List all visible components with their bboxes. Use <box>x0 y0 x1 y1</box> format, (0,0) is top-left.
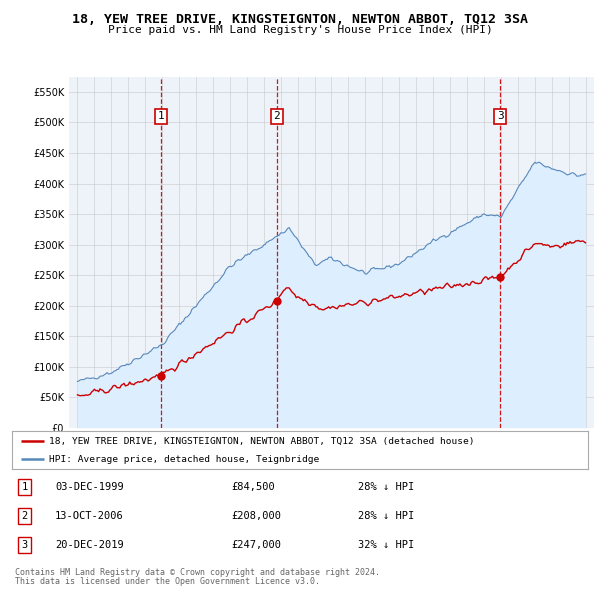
Text: 18, YEW TREE DRIVE, KINGSTEIGNTON, NEWTON ABBOT, TQ12 3SA: 18, YEW TREE DRIVE, KINGSTEIGNTON, NEWTO… <box>72 13 528 26</box>
Text: 2: 2 <box>22 511 28 521</box>
Text: 3: 3 <box>497 112 503 122</box>
Text: Contains HM Land Registry data © Crown copyright and database right 2024.: Contains HM Land Registry data © Crown c… <box>15 568 380 576</box>
Text: 1: 1 <box>22 481 28 491</box>
Text: 3: 3 <box>22 540 28 550</box>
Text: HPI: Average price, detached house, Teignbridge: HPI: Average price, detached house, Teig… <box>49 455 320 464</box>
Text: 28% ↓ HPI: 28% ↓ HPI <box>358 481 414 491</box>
Text: 03-DEC-1999: 03-DEC-1999 <box>55 481 124 491</box>
Text: 2: 2 <box>274 112 280 122</box>
Text: £247,000: £247,000 <box>231 540 281 550</box>
Text: 1: 1 <box>157 112 164 122</box>
Text: 13-OCT-2006: 13-OCT-2006 <box>55 511 124 521</box>
Text: £208,000: £208,000 <box>231 511 281 521</box>
Text: This data is licensed under the Open Government Licence v3.0.: This data is licensed under the Open Gov… <box>15 577 320 586</box>
Text: 18, YEW TREE DRIVE, KINGSTEIGNTON, NEWTON ABBOT, TQ12 3SA (detached house): 18, YEW TREE DRIVE, KINGSTEIGNTON, NEWTO… <box>49 437 475 446</box>
Text: £84,500: £84,500 <box>231 481 275 491</box>
Text: 28% ↓ HPI: 28% ↓ HPI <box>358 511 414 521</box>
Text: 20-DEC-2019: 20-DEC-2019 <box>55 540 124 550</box>
Text: Price paid vs. HM Land Registry's House Price Index (HPI): Price paid vs. HM Land Registry's House … <box>107 25 493 35</box>
Text: 32% ↓ HPI: 32% ↓ HPI <box>358 540 414 550</box>
